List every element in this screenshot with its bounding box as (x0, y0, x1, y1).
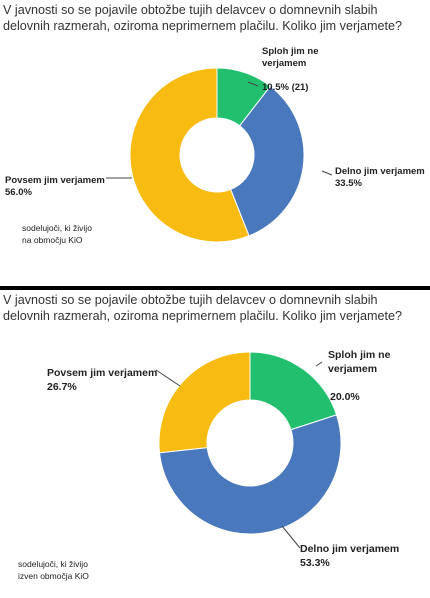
slice-value: 53.3% (300, 557, 330, 569)
note-line: izven območja KiO (18, 571, 89, 581)
slice-label-delno: Delno jim verjamem 53.3% (300, 542, 399, 570)
slice-value-sploh: 10.5% (21) (262, 82, 308, 94)
donut-slice-delno (229, 85, 305, 237)
slice-value: 10.5% (21) (262, 82, 309, 93)
donut-slice-povsem (129, 67, 250, 243)
slice-name-line: Povsem jim verjamem (5, 175, 105, 186)
slice-value: 20.0% (330, 391, 360, 403)
chart-panel-2: V javnosti so se pojavile obtožbe tujih … (0, 290, 430, 598)
slice-name-line: verjamem (328, 363, 378, 375)
slice-name-line: Povsem jim verjamem (47, 367, 158, 379)
note-line: sodelujoči, ki živijo (18, 559, 88, 569)
slice-value: 26.7% (47, 381, 77, 393)
slice-label-povsem: Povsem jim verjamem 56.0% (5, 175, 105, 199)
donut-slice-sploh (249, 351, 338, 431)
slice-name-line: Sploh jim ne (262, 46, 319, 57)
slice-label-delno: Delno jim verjamem 33.5% (335, 166, 425, 190)
panel-divider (0, 286, 430, 290)
note-line: na območju KiO (22, 235, 83, 245)
leader-line-delno (321, 170, 333, 176)
donut-slice-delno (158, 414, 342, 535)
leader-line-sploh (315, 361, 323, 367)
slice-name-line: Delno jim verjamem (300, 543, 400, 555)
slice-value-sploh: 20.0% (330, 390, 360, 404)
slice-value: 33.5% (335, 178, 362, 189)
note-line: sodelujoči, ki živijo (22, 223, 92, 233)
leader-line-delno (281, 525, 301, 549)
chart-title: V javnosti so se pojavile obtožbe tujih … (3, 3, 402, 33)
leader-line-povsem (155, 369, 181, 387)
slice-label-povsem: Povsem jim verjamem 26.7% (47, 366, 157, 394)
slice-name-line: verjamem (262, 58, 307, 69)
slice-label-sploh: Sploh jim ne verjamem (328, 348, 390, 376)
donut-chart (106, 67, 333, 243)
respondents-note: sodelujoči, ki živijo izven območja KiO (18, 558, 89, 582)
slice-name-line: Delno jim verjamem (335, 166, 425, 177)
chart-panel-1: V javnosti so se pojavile obtožbe tujih … (0, 0, 430, 286)
donut-chart (155, 351, 342, 549)
slice-name-line: Sploh jim ne (328, 349, 391, 361)
slice-value: 56.0% (5, 187, 32, 198)
leader-line-sploh (247, 81, 259, 87)
donut-slice-povsem (158, 351, 251, 454)
slice-label-sploh: Sploh jim ne verjamem (262, 46, 318, 70)
respondents-note: sodelujoči, ki živijo na območju KiO (22, 222, 92, 246)
chart-title: V javnosti so se pojavile obtožbe tujih … (3, 293, 402, 323)
